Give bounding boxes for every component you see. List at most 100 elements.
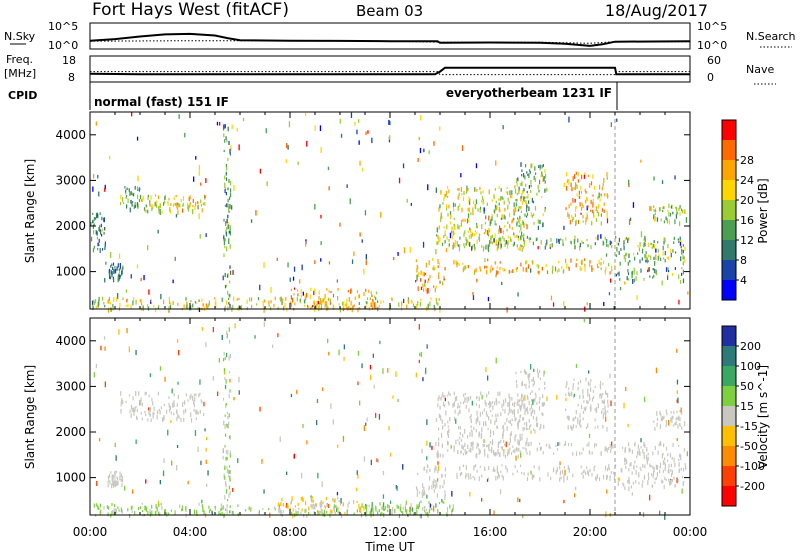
feature-pixel: [333, 504, 335, 509]
feature-pixel: [470, 429, 472, 432]
feature-pixel: [493, 194, 495, 199]
feature-pixel: [526, 190, 528, 194]
feature-pixel: [289, 507, 291, 511]
feature-pixel: [158, 208, 160, 214]
feature-pixel: [292, 508, 294, 512]
feature-pixel: [520, 206, 522, 210]
feature-pixel: [484, 265, 486, 268]
feature-pixel: [530, 163, 532, 169]
feature-pixel: [623, 254, 625, 260]
feature-pixel: [470, 228, 472, 233]
feature-pixel: [296, 297, 298, 302]
feature-pixel: [494, 401, 496, 406]
feature-pixel: [225, 171, 227, 176]
scatter-pixel: [634, 256, 636, 261]
scatter-pixel: [361, 239, 363, 243]
feature-pixel: [365, 504, 367, 510]
feature-pixel: [129, 207, 131, 213]
feature-pixel: [646, 460, 648, 465]
feature-pixel: [228, 356, 230, 361]
feature-pixel: [427, 303, 429, 309]
feature-pixel: [215, 303, 217, 309]
feature-pixel: [326, 511, 328, 514]
feature-pixel: [446, 204, 448, 209]
feature-pixel: [437, 235, 439, 239]
scatter-pixel: [402, 163, 405, 169]
feature-pixel: [577, 386, 579, 390]
feature-pixel: [99, 248, 101, 254]
feature-pixel: [319, 501, 321, 506]
scatter-pixel: [110, 252, 112, 258]
feature-pixel: [672, 443, 674, 447]
feature-pixel: [295, 511, 297, 517]
feature-pixel: [516, 447, 518, 452]
feature-pixel: [485, 244, 487, 250]
feature-pixel: [482, 443, 484, 448]
feature-pixel: [524, 268, 527, 272]
feature-pixel: [151, 397, 153, 402]
feature-pixel: [684, 463, 686, 466]
feature-pixel: [469, 198, 471, 201]
feature-pixel: [536, 192, 538, 196]
feature-pixel: [456, 475, 458, 480]
feature-pixel: [494, 220, 496, 226]
feature-pixel: [500, 243, 502, 248]
feature-pixel: [523, 222, 525, 228]
feature-pixel: [114, 266, 116, 269]
feature-pixel: [571, 391, 573, 396]
feature-pixel: [182, 404, 184, 407]
feature-pixel: [599, 184, 601, 190]
feature-pixel: [311, 496, 314, 499]
feature-pixel: [111, 482, 113, 486]
scatter-pixel: [668, 420, 670, 426]
feature-pixel: [583, 258, 586, 261]
feature-pixel: [153, 412, 155, 416]
feature-pixel: [356, 290, 359, 294]
feature-pixel: [224, 445, 226, 448]
scatter-pixel: [230, 145, 232, 151]
feature-pixel: [326, 503, 328, 507]
feature-pixel: [462, 445, 464, 450]
feature-pixel: [660, 443, 662, 447]
feature-pixel: [133, 204, 135, 209]
feature-pixel: [667, 453, 669, 457]
feature-pixel: [550, 237, 552, 242]
feature-pixel: [442, 454, 444, 458]
feature-pixel: [173, 412, 175, 416]
scatter-pixel: [398, 177, 401, 184]
feature-pixel: [479, 206, 482, 210]
feature-pixel: [472, 210, 474, 216]
feature-pixel: [506, 228, 508, 232]
feature-pixel: [166, 409, 168, 414]
scatter-pixel: [126, 328, 128, 334]
feature-pixel: [544, 176, 546, 179]
feature-pixel: [440, 215, 442, 220]
feature-pixel: [258, 512, 260, 516]
feature-pixel: [204, 202, 206, 206]
feature-pixel: [163, 403, 165, 406]
feature-pixel: [451, 230, 453, 234]
feature-pixel: [126, 187, 128, 191]
scatter-pixel: [640, 159, 642, 163]
feature-pixel: [222, 448, 224, 452]
feature-pixel: [582, 447, 584, 451]
feature-pixel: [149, 413, 151, 417]
scatter-pixel: [328, 351, 330, 356]
feature-pixel: [120, 409, 122, 412]
feature-pixel: [226, 509, 228, 515]
feature-pixel: [682, 278, 685, 284]
feature-pixel: [522, 267, 524, 272]
scatter-pixel: [418, 136, 420, 141]
feature-pixel: [195, 393, 197, 397]
feature-pixel: [462, 218, 464, 223]
feature-pixel: [679, 417, 681, 422]
feature-pixel: [576, 258, 578, 262]
feature-pixel: [438, 262, 440, 265]
scatter-pixel: [680, 407, 682, 414]
scatter-pixel: [199, 234, 201, 239]
feature-pixel: [341, 513, 343, 519]
feature-pixel: [558, 260, 560, 264]
scatter-pixel: [290, 393, 293, 398]
feature-pixel: [390, 500, 392, 504]
feature-pixel: [611, 265, 613, 270]
